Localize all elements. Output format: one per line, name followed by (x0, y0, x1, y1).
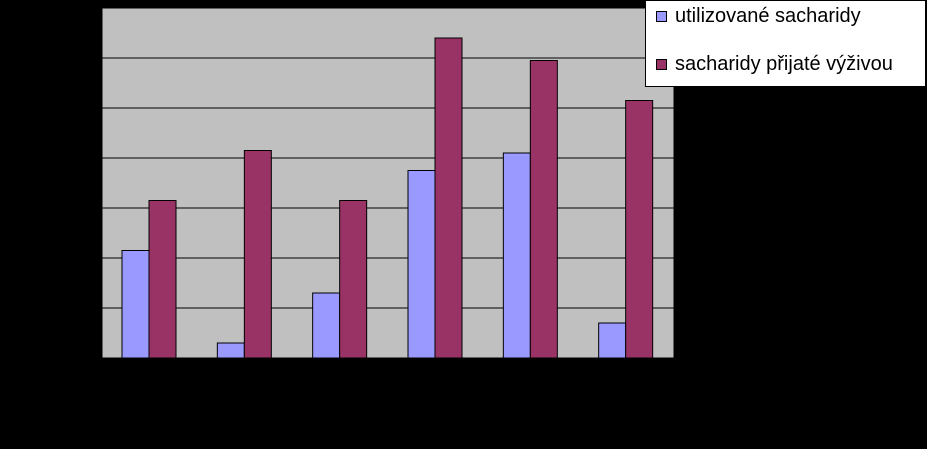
legend-swatch-intake (656, 58, 667, 70)
legend-item-utilized: utilizované sacharidy (656, 1, 861, 31)
bar-s0-c2 (312, 292, 341, 359)
bar-s1-c5 (625, 100, 654, 359)
legend-label-intake: sacharidy přijaté výživou (675, 52, 893, 75)
plot-area (101, 7, 675, 359)
bar-s0-c4 (502, 152, 531, 359)
bar-s1-c3 (434, 37, 463, 359)
chart-legend: utilizované sacharidy sacharidy přijaté … (645, 0, 926, 87)
legend-swatch-utilized (656, 10, 667, 22)
bar-s1-c4 (529, 60, 558, 359)
bar-s0-c1 (216, 342, 245, 359)
bar-s0-c3 (407, 170, 436, 359)
bar-s1-c2 (339, 200, 368, 359)
axes (101, 8, 675, 363)
bar-s1-c0 (148, 200, 177, 359)
legend-label-utilized: utilizované sacharidy (675, 4, 861, 27)
bar-s1-c1 (243, 150, 272, 359)
bar-series (121, 37, 654, 359)
gridlines (102, 57, 674, 309)
bar-s0-c0 (121, 250, 150, 359)
legend-item-intake: sacharidy přijaté výživou (656, 49, 893, 79)
bar-s0-c5 (598, 322, 627, 359)
